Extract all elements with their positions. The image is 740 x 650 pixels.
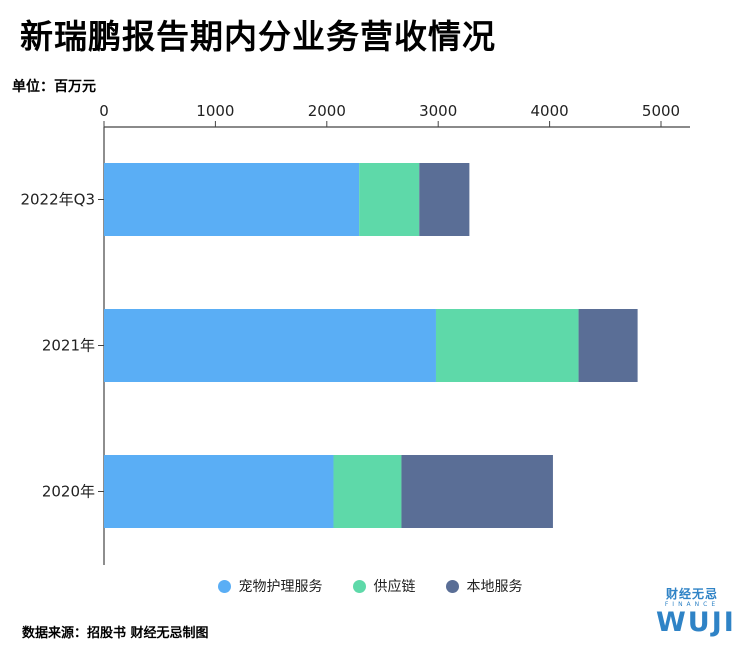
bar-segment <box>359 163 420 236</box>
x-tick-label: 4000 <box>531 102 569 120</box>
chart-title: 新瑞鹏报告期内分业务营收情况 <box>20 17 496 56</box>
bar-segment <box>333 455 402 528</box>
legend-item-supply-chain: 供应链 <box>352 576 416 596</box>
bar-segment <box>401 455 553 528</box>
legend-label-local-services: 本地服务 <box>466 579 523 595</box>
wuji-logo: 财经无忌 FINANCE WUJI <box>656 587 736 638</box>
legend-marker-supply-chain <box>352 579 366 593</box>
x-tick-label: 2000 <box>308 102 346 120</box>
legend: 宠物护理服务 供应链 本地服务 <box>0 576 740 596</box>
legend-label-pet-care: 宠物护理服务 <box>238 579 323 595</box>
bar-segment <box>419 163 470 236</box>
legend-label-supply-chain: 供应链 <box>373 579 416 595</box>
logo-cn-text: 财经无忌 <box>665 587 718 601</box>
legend-item-local-services: 本地服务 <box>445 576 523 596</box>
unit-label: 单位：百万元 <box>12 79 96 95</box>
bar-segment <box>104 455 334 528</box>
x-tick-label: 3000 <box>419 102 457 120</box>
logo-sub-text: FINANCE <box>664 601 720 608</box>
legend-marker-pet-care <box>217 579 231 593</box>
bar-segment <box>435 309 579 382</box>
category-label: 2022年Q3 <box>20 191 95 209</box>
bar-segment <box>104 309 436 382</box>
legend-marker-local-services <box>445 579 459 593</box>
x-tick-label: 5000 <box>642 102 680 120</box>
logo-main-text: WUJI <box>656 607 736 638</box>
bar-segment <box>578 309 638 382</box>
bar-segment <box>104 163 360 236</box>
category-label: 2021年 <box>42 337 95 355</box>
x-tick-label: 1000 <box>196 102 234 120</box>
legend-item-pet-care: 宠物护理服务 <box>217 576 323 596</box>
x-tick-label: 0 <box>99 102 109 120</box>
source-note: 数据来源：招股书 财经无忌制图 <box>22 626 209 641</box>
category-label: 2020年 <box>42 483 95 501</box>
